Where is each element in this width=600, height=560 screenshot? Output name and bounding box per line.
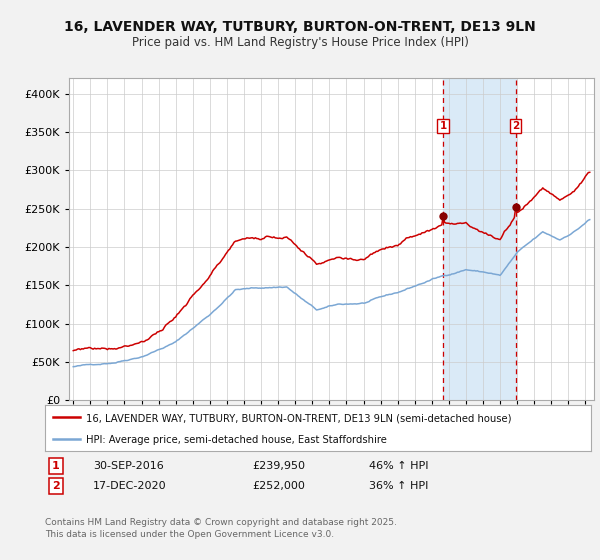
Text: 36% ↑ HPI: 36% ↑ HPI	[369, 481, 428, 491]
Text: 16, LAVENDER WAY, TUTBURY, BURTON-ON-TRENT, DE13 9LN (semi-detached house): 16, LAVENDER WAY, TUTBURY, BURTON-ON-TRE…	[86, 413, 511, 423]
Text: 16, LAVENDER WAY, TUTBURY, BURTON-ON-TRENT, DE13 9LN: 16, LAVENDER WAY, TUTBURY, BURTON-ON-TRE…	[64, 20, 536, 34]
Bar	[443, 78, 516, 400]
Text: 1: 1	[52, 461, 59, 471]
Text: 46% ↑ HPI: 46% ↑ HPI	[369, 461, 428, 471]
Text: Price paid vs. HM Land Registry's House Price Index (HPI): Price paid vs. HM Land Registry's House …	[131, 36, 469, 49]
Text: HPI: Average price, semi-detached house, East Staffordshire: HPI: Average price, semi-detached house,…	[86, 435, 387, 445]
Text: 2: 2	[512, 121, 520, 131]
Text: 2: 2	[52, 481, 59, 491]
Text: £239,950: £239,950	[252, 461, 305, 471]
Text: Contains HM Land Registry data © Crown copyright and database right 2025.
This d: Contains HM Land Registry data © Crown c…	[45, 518, 397, 539]
Text: 17-DEC-2020: 17-DEC-2020	[93, 481, 167, 491]
Text: 30-SEP-2016: 30-SEP-2016	[93, 461, 164, 471]
Text: £252,000: £252,000	[252, 481, 305, 491]
Text: 1: 1	[440, 121, 447, 131]
